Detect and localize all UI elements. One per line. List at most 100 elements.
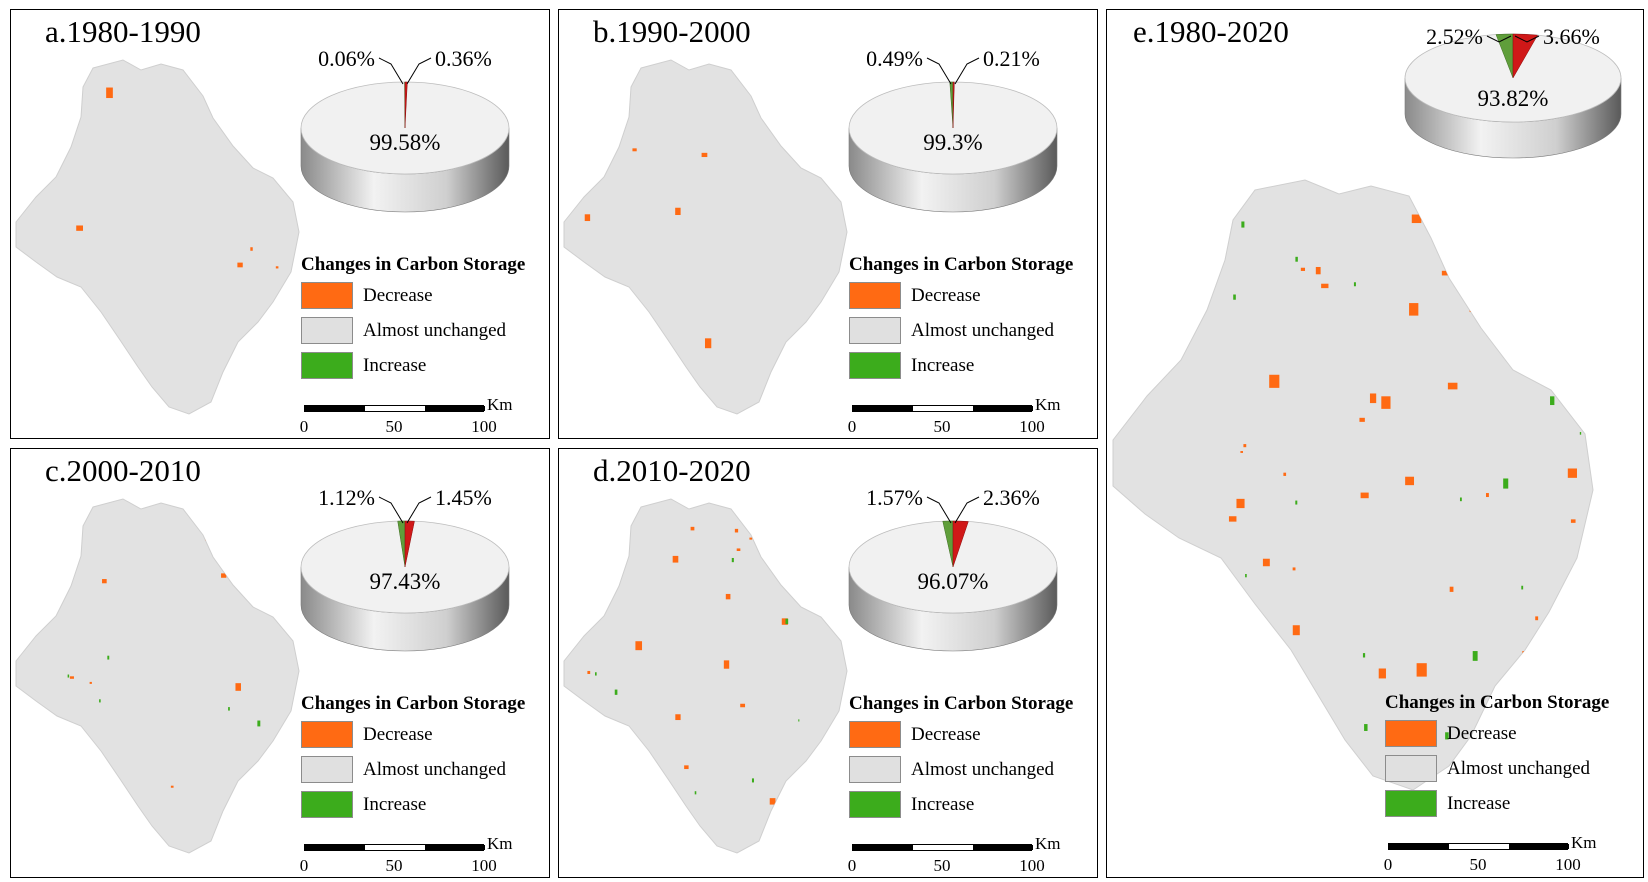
- scale-tick-50: 50: [933, 856, 951, 875]
- legend: Changes in Carbon Storage Decrease Almos…: [849, 254, 1073, 387]
- legend-label: Almost unchanged: [911, 319, 1055, 341]
- pie-slice-decrease: [404, 81, 408, 129]
- pie-label-increase: 0.49%: [866, 46, 923, 71]
- pie-slice-decrease: [404, 520, 415, 568]
- scale-tick-100: 100: [471, 856, 497, 875]
- scale-tick-50: 50: [385, 856, 403, 875]
- leader-line-decrease: [954, 496, 980, 524]
- legend-item-unchanged: Almost unchanged: [301, 317, 525, 344]
- legend-label: Decrease: [911, 723, 981, 745]
- legend-swatch-unchanged: [301, 756, 353, 783]
- scale-unit: Km: [487, 395, 513, 414]
- scale-tick-0: 0: [1383, 855, 1393, 874]
- pie-chart: 0.06% 0.36% 99.58%: [300, 46, 510, 213]
- pie-label-decrease: 2.36%: [983, 485, 1040, 510]
- legend-swatch-increase: [849, 352, 901, 379]
- legend-item-unchanged: Almost unchanged: [849, 317, 1073, 344]
- scale-tick-100: 100: [471, 417, 497, 436]
- legend-label: Almost unchanged: [1447, 757, 1591, 779]
- legend-swatch-decrease: [301, 282, 353, 309]
- scale-unit: Km: [487, 834, 513, 853]
- pie-label-unchanged: 99.58%: [370, 130, 441, 155]
- scale-tick-50: 50: [1469, 855, 1487, 874]
- legend-item-increase: Increase: [849, 791, 1073, 818]
- legend-item-decrease: Decrease: [301, 282, 525, 309]
- legend-item-unchanged: Almost unchanged: [1385, 755, 1609, 782]
- pie-label-increase: 0.06%: [318, 46, 375, 71]
- scale-bar: Km 0 50 100: [848, 834, 1061, 877]
- scale-tick-50: 50: [385, 417, 403, 436]
- legend-label: Increase: [911, 793, 975, 815]
- legend-swatch-increase: [1385, 790, 1437, 817]
- pie-label-decrease: 1.45%: [435, 485, 492, 510]
- legend: Changes in Carbon Storage Decrease Almos…: [1385, 692, 1609, 825]
- leader-line-decrease: [406, 57, 432, 85]
- scale-bar: Km 0 50 100: [1383, 833, 1597, 877]
- legend-swatch-unchanged: [849, 756, 901, 783]
- panel-title: a.1980-1990: [45, 14, 201, 49]
- legend-label: Decrease: [363, 284, 433, 306]
- scale-bar: Km 0 50 100: [299, 834, 513, 877]
- pie-label-unchanged: 96.07%: [918, 569, 989, 594]
- legend-swatch-decrease: [301, 721, 353, 748]
- region-map: [563, 498, 848, 854]
- legend-label: Decrease: [363, 723, 433, 745]
- pie-label-unchanged: 97.43%: [370, 569, 441, 594]
- scale-bar: Km 0 50 100: [848, 395, 1061, 438]
- pie-label-decrease: 0.36%: [435, 46, 492, 71]
- leader-line-decrease: [954, 57, 980, 85]
- legend-item-increase: Increase: [849, 352, 1073, 379]
- map-panel-c: c.2000-2010 1.12% 1.45% 97.43% Changes in …: [10, 448, 550, 878]
- pie-label-unchanged: 93.82%: [1478, 86, 1549, 111]
- legend-swatch-decrease: [849, 721, 901, 748]
- scale-tick-0: 0: [299, 417, 309, 436]
- region-map: [15, 59, 300, 415]
- legend-title: Changes in Carbon Storage: [849, 693, 1074, 714]
- legend-label: Almost unchanged: [363, 319, 507, 341]
- pie-chart: 2.52% 3.66% 93.82%: [1404, 24, 1622, 159]
- legend-item-decrease: Decrease: [849, 282, 1073, 309]
- legend-item-increase: Increase: [301, 352, 525, 379]
- legend-swatch-increase: [301, 352, 353, 379]
- panel-title: e.1980-2020: [1133, 14, 1289, 49]
- legend-swatch-unchanged: [301, 317, 353, 344]
- pie-label-decrease: 0.21%: [983, 46, 1040, 71]
- legend: Changes in Carbon Storage Decrease Almos…: [301, 254, 525, 387]
- legend-title: Changes in Carbon Storage: [301, 693, 526, 714]
- pie-slice-decrease: [952, 81, 955, 129]
- map-panel-d: d.2010-2020 1.57% 2.36% 96.07% Changes in …: [558, 448, 1098, 878]
- scale-tick-0: 0: [299, 856, 309, 875]
- pie-label-increase: 2.52%: [1426, 24, 1483, 49]
- scale-unit: Km: [1035, 395, 1061, 414]
- legend-swatch-decrease: [849, 282, 901, 309]
- pie-label-increase: 1.12%: [318, 485, 375, 510]
- legend-label: Decrease: [1447, 722, 1517, 744]
- pie-chart: 1.12% 1.45% 97.43%: [300, 485, 510, 652]
- legend-label: Increase: [363, 354, 427, 376]
- panel-title: c.2000-2010: [45, 453, 201, 488]
- leader-line-decrease: [1514, 35, 1540, 43]
- legend-swatch-increase: [849, 791, 901, 818]
- region-map: [1112, 179, 1594, 791]
- legend-label: Increase: [1447, 792, 1511, 814]
- legend-item-decrease: Decrease: [301, 721, 525, 748]
- legend-title: Changes in Carbon Storage: [1385, 692, 1610, 713]
- leader-line-increase: [1486, 35, 1512, 43]
- legend: Changes in Carbon Storage Decrease Almos…: [301, 693, 525, 826]
- leader-line-increase: [378, 496, 404, 524]
- legend-item-decrease: Decrease: [849, 721, 1073, 748]
- scale-tick-100: 100: [1019, 417, 1045, 436]
- leader-line-increase: [378, 57, 404, 85]
- scale-tick-100: 100: [1555, 855, 1581, 874]
- map-panel-b: b.1990-2000 0.49% 0.21% 99.3% Changes in C…: [558, 9, 1098, 439]
- legend-title: Changes in Carbon Storage: [849, 254, 1074, 275]
- leader-line-increase: [926, 496, 952, 524]
- legend-item-decrease: Decrease: [1385, 720, 1609, 747]
- scale-bar: Km 0 50 100: [299, 395, 513, 438]
- region-map: [15, 498, 300, 854]
- legend: Changes in Carbon Storage Decrease Almos…: [849, 693, 1073, 826]
- panel-title: d.2010-2020: [593, 453, 751, 488]
- leader-line-increase: [926, 57, 952, 85]
- legend-label: Almost unchanged: [911, 758, 1055, 780]
- pie-label-increase: 1.57%: [866, 485, 923, 510]
